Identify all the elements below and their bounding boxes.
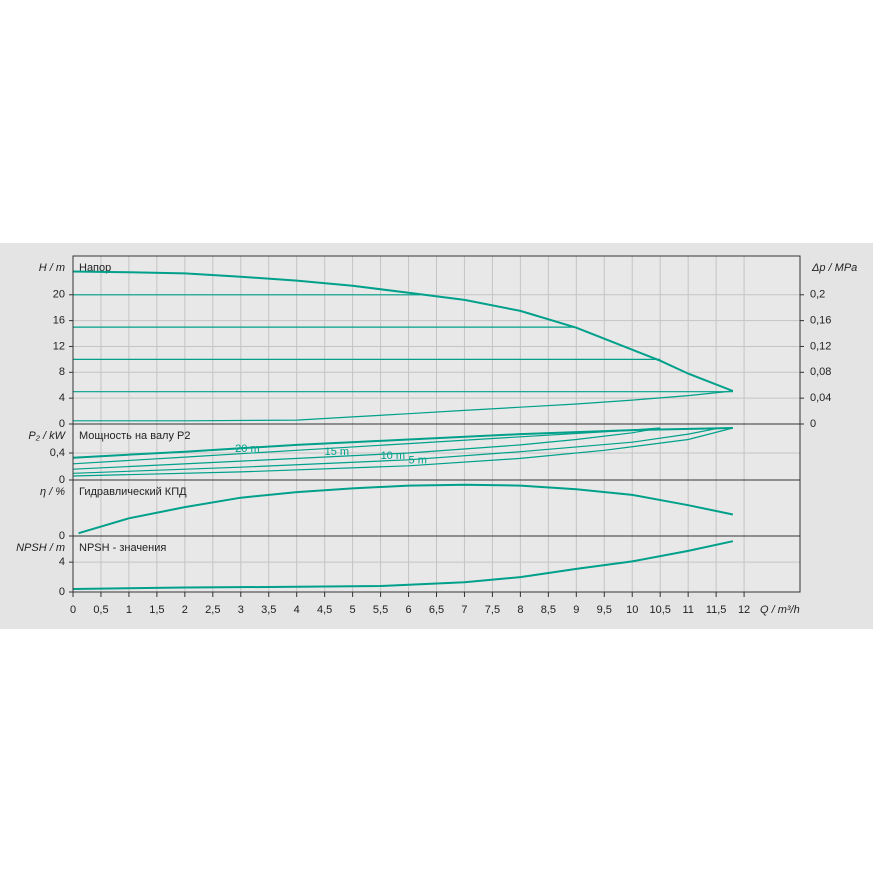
y2-axis-label: Δp / MPa: [811, 262, 857, 274]
y-tick-label: 20: [53, 289, 65, 301]
x-tick-label: 9,5: [597, 604, 612, 616]
x-tick-label: 11,5: [706, 604, 727, 616]
x-tick-label: 8: [517, 604, 523, 616]
y-tick-label: 0: [59, 530, 65, 542]
y-tick-label: 8: [59, 366, 65, 378]
y-tick-label: 12: [53, 340, 65, 352]
curve: [78, 483, 734, 535]
curve: [72, 427, 661, 470]
y-axis-label: NPSH / m: [16, 542, 65, 554]
x-tick-label: 4,5: [317, 604, 332, 616]
curve: [72, 427, 734, 477]
y-tick-label: 4: [59, 556, 65, 568]
series-label: 10 m: [381, 450, 405, 462]
x-tick-label: 0: [70, 604, 76, 616]
curve: [72, 540, 734, 590]
x-tick-label: 5,5: [373, 604, 388, 616]
x-tick-label: 0,5: [93, 604, 108, 616]
y-tick-label: 0,4: [50, 447, 65, 459]
x-tick-label: 3,5: [261, 604, 276, 616]
series-label: 15 m: [325, 446, 349, 458]
x-tick-label: 1: [126, 604, 132, 616]
x-tick-label: 7,5: [485, 604, 500, 616]
x-tick-label: 10,5: [649, 604, 670, 616]
panel-title: Гидравлический КПД: [79, 486, 187, 498]
panel-title: NPSH - значения: [79, 542, 166, 554]
y2-tick-label: 0,12: [810, 340, 831, 352]
y2-tick-label: 0,2: [810, 289, 825, 301]
y-tick-label: 16: [53, 315, 65, 327]
x-tick-label: 1,5: [149, 604, 164, 616]
y-tick-label: 0: [59, 586, 65, 598]
x-tick-label: 3: [238, 604, 244, 616]
panel-title: Мощность на валу P2: [79, 430, 191, 442]
x-tick-label: 7: [461, 604, 467, 616]
y-axis-label: η / %: [40, 486, 65, 498]
y2-tick-label: 0,16: [810, 315, 831, 327]
x-tick-label: 2: [182, 604, 188, 616]
x-tick-label: 4: [294, 604, 300, 616]
y-axis-label: H / m: [39, 262, 65, 274]
curve: [72, 428, 717, 474]
y2-tick-label: 0: [810, 418, 816, 430]
x-tick-label: 10: [626, 604, 638, 616]
x-tick-label: 11: [682, 604, 693, 616]
y-tick-label: 0: [59, 418, 65, 430]
x-axis-label: Q / m³/h: [760, 604, 800, 616]
y-axis-label: P₂ / kW: [28, 430, 66, 442]
y-tick-label: 0: [59, 474, 65, 486]
y-tick-label: 4: [59, 392, 65, 404]
x-tick-label: 2,5: [205, 604, 220, 616]
y2-tick-label: 0,04: [810, 392, 831, 404]
x-tick-label: 5: [350, 604, 356, 616]
curve: [73, 390, 733, 422]
x-tick-label: 12: [738, 604, 750, 616]
series-label: 20 m: [235, 443, 259, 455]
x-tick-label: 6,5: [429, 604, 444, 616]
y2-tick-label: 0,08: [810, 366, 831, 378]
x-tick-label: 9: [573, 604, 579, 616]
series-label: 5 m: [409, 455, 427, 467]
x-tick-label: 8,5: [541, 604, 556, 616]
curve: [72, 427, 661, 465]
x-tick-label: 6: [405, 604, 411, 616]
